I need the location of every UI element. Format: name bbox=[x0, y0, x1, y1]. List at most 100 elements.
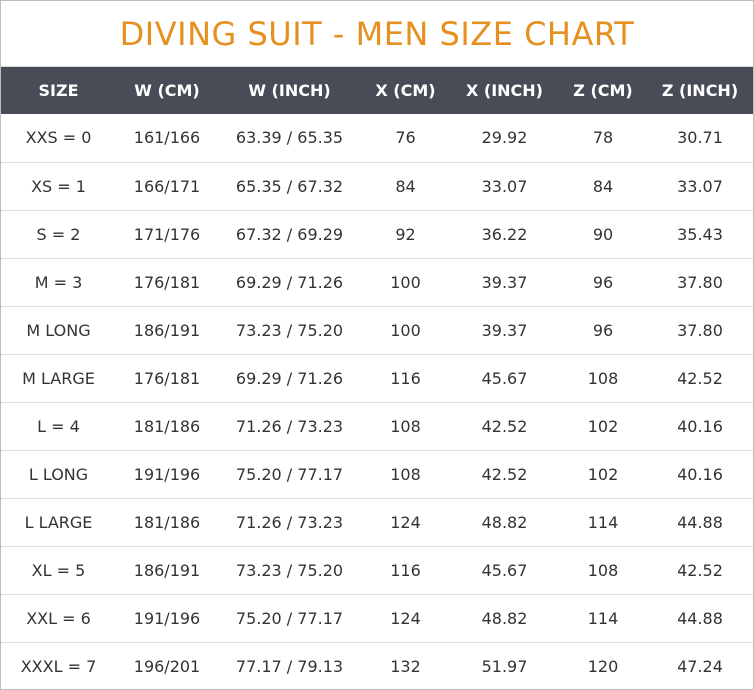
table-row: M LONG 186/191 73.23 / 75.20 100 39.37 96 37.8… bbox=[1, 305, 753, 354]
x-cm-cell: 100 bbox=[361, 305, 450, 354]
x-inch-cell: 39.37 bbox=[450, 305, 559, 354]
table-row: L LARGE 181/186 71.26 / 73.23 124 48.82 114 44… bbox=[1, 497, 753, 546]
w-inch-cell: 75.20 / 77.17 bbox=[218, 449, 361, 498]
x-cm-cell: 108 bbox=[361, 401, 450, 450]
w-cm-cell: 176/181 bbox=[116, 353, 218, 402]
table-row: XL = 5 186/191 73.23 / 75.20 116 45.67 108 42.… bbox=[1, 545, 753, 594]
z-inch-cell: 30.71 bbox=[677, 128, 723, 148]
header-z-cm: Z (CM) bbox=[573, 81, 633, 100]
table-row: M LARGE 176/181 69.29 / 71.26 116 45.67 108 42… bbox=[1, 353, 753, 402]
x-inch-cell: 48.82 bbox=[450, 593, 559, 642]
w-inch-cell: 71.26 / 73.23 bbox=[218, 497, 361, 546]
w-cm-cell: 181/186 bbox=[116, 497, 218, 546]
header-x-cm: X (CM) bbox=[375, 81, 436, 100]
size-cell: M LARGE bbox=[1, 353, 116, 402]
w-cm-cell: 171/176 bbox=[116, 209, 218, 258]
w-inch-cell: 65.35 / 67.32 bbox=[218, 161, 361, 210]
z-cm-cell: 90 bbox=[559, 209, 647, 258]
size-cell: XXS = 0 bbox=[25, 128, 92, 148]
x-cm-cell: 92 bbox=[361, 209, 450, 258]
x-cm-cell: 132 bbox=[361, 641, 450, 690]
x-inch-cell: 36.22 bbox=[450, 209, 559, 258]
z-cm-cell: 78 bbox=[592, 128, 614, 148]
z-inch-cell: 42.52 bbox=[647, 545, 753, 594]
w-cm-cell: 186/191 bbox=[116, 305, 218, 354]
table-row: XXS = 0 161/166 63.39 / 65.35 76 29.92 78 30.7… bbox=[1, 114, 753, 162]
z-inch-cell: 37.80 bbox=[647, 257, 753, 306]
table-row: L LONG 191/196 75.20 / 77.17 108 42.52 102 40.… bbox=[1, 449, 753, 498]
w-inch-cell: 69.29 / 71.26 bbox=[218, 353, 361, 402]
x-cm-cell: 116 bbox=[361, 353, 450, 402]
table-row: XXL = 6 191/196 75.20 / 77.17 124 48.82 114 44… bbox=[1, 593, 753, 642]
size-cell: L = 4 bbox=[1, 401, 116, 450]
w-cm-cell: 181/186 bbox=[116, 401, 218, 450]
size-cell: S = 2 bbox=[1, 209, 116, 258]
w-inch-cell: 63.39 / 65.35 bbox=[235, 128, 344, 148]
size-cell: L LARGE bbox=[1, 497, 116, 546]
w-inch-cell: 67.32 / 69.29 bbox=[218, 209, 361, 258]
w-cm-cell: 176/181 bbox=[116, 257, 218, 306]
x-inch-cell: 42.52 bbox=[450, 449, 559, 498]
w-cm-cell: 196/201 bbox=[116, 641, 218, 690]
z-cm-cell: 108 bbox=[559, 545, 647, 594]
z-cm-cell: 114 bbox=[559, 593, 647, 642]
size-cell: XS = 1 bbox=[1, 161, 116, 210]
z-cm-cell: 108 bbox=[559, 353, 647, 402]
z-cm-cell: 102 bbox=[559, 449, 647, 498]
size-cell: XL = 5 bbox=[1, 545, 116, 594]
x-cm-cell: 124 bbox=[361, 593, 450, 642]
chart-title: DIVING SUIT - MEN SIZE CHART bbox=[119, 14, 635, 53]
w-cm-cell: 186/191 bbox=[116, 545, 218, 594]
x-cm-cell: 108 bbox=[361, 449, 450, 498]
x-inch-cell: 45.67 bbox=[450, 353, 559, 402]
z-cm-cell: 120 bbox=[559, 641, 647, 690]
title-bar: DIVING SUIT - MEN SIZE CHART bbox=[1, 1, 753, 67]
size-cell: L LONG bbox=[1, 449, 116, 498]
z-inch-cell: 40.16 bbox=[647, 401, 753, 450]
x-cm-cell: 124 bbox=[361, 497, 450, 546]
header-z-inch: Z (INCH) bbox=[661, 81, 739, 100]
x-cm-cell: 76 bbox=[395, 128, 416, 148]
size-table: SIZE W (CM) W (INCH) X (CM) X (INCH) Z (… bbox=[1, 67, 753, 690]
z-inch-cell: 44.88 bbox=[647, 593, 753, 642]
z-inch-cell: 35.43 bbox=[647, 209, 753, 258]
header-row: SIZE W (CM) W (INCH) X (CM) X (INCH) Z (… bbox=[1, 67, 753, 114]
w-cm-cell: 191/196 bbox=[116, 593, 218, 642]
z-inch-cell: 37.80 bbox=[647, 305, 753, 354]
w-inch-cell: 75.20 / 77.17 bbox=[218, 593, 361, 642]
header-w-cm: W (CM) bbox=[134, 81, 200, 100]
z-inch-cell: 44.88 bbox=[647, 497, 753, 546]
size-cell: M LONG bbox=[1, 305, 116, 354]
x-inch-cell: 33.07 bbox=[450, 161, 559, 210]
w-inch-cell: 73.23 / 75.20 bbox=[218, 305, 361, 354]
z-cm-cell: 96 bbox=[559, 305, 647, 354]
x-inch-cell: 45.67 bbox=[450, 545, 559, 594]
z-inch-cell: 40.16 bbox=[647, 449, 753, 498]
x-inch-cell: 39.37 bbox=[450, 257, 559, 306]
size-cell: XXXL = 7 bbox=[1, 641, 116, 690]
z-inch-cell: 33.07 bbox=[647, 161, 753, 210]
x-cm-cell: 84 bbox=[361, 161, 450, 210]
size-cell: M = 3 bbox=[1, 257, 116, 306]
z-cm-cell: 114 bbox=[559, 497, 647, 546]
x-inch-cell: 48.82 bbox=[450, 497, 559, 546]
size-cell: XXL = 6 bbox=[1, 593, 116, 642]
header-w-inch: W (INCH) bbox=[248, 81, 331, 100]
x-inch-cell: 29.92 bbox=[481, 128, 528, 148]
w-inch-cell: 71.26 / 73.23 bbox=[218, 401, 361, 450]
z-inch-cell: 42.52 bbox=[647, 353, 753, 402]
z-cm-cell: 102 bbox=[559, 401, 647, 450]
w-inch-cell: 69.29 / 71.26 bbox=[218, 257, 361, 306]
z-cm-cell: 96 bbox=[559, 257, 647, 306]
z-inch-cell: 47.24 bbox=[647, 641, 753, 690]
header-x-inch: X (INCH) bbox=[465, 81, 543, 100]
w-cm-cell: 166/171 bbox=[116, 161, 218, 210]
table-body: XXS = 0 161/166 63.39 / 65.35 76 29.92 78 30.7… bbox=[1, 114, 753, 690]
x-inch-cell: 42.52 bbox=[450, 401, 559, 450]
w-cm-cell: 191/196 bbox=[116, 449, 218, 498]
z-cm-cell: 84 bbox=[559, 161, 647, 210]
table-row: S = 2 171/176 67.32 / 69.29 92 36.22 90 35.43 bbox=[1, 209, 753, 258]
table-header: SIZE W (CM) W (INCH) X (CM) X (INCH) Z (… bbox=[1, 67, 753, 114]
w-inch-cell: 73.23 / 75.20 bbox=[218, 545, 361, 594]
table-row: M = 3 176/181 69.29 / 71.26 100 39.37 96 37.80 bbox=[1, 257, 753, 306]
